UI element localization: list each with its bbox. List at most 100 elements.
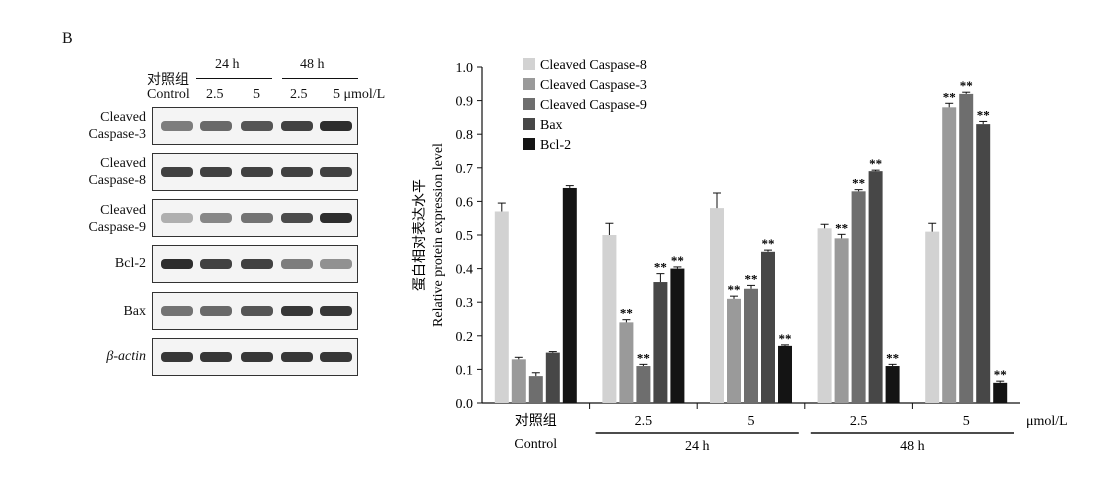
bar bbox=[602, 235, 617, 403]
blot-row-label: β-actin bbox=[106, 349, 146, 364]
blot-band bbox=[200, 259, 232, 269]
y-axis-label-en: Relative protein expression level bbox=[431, 143, 446, 327]
significance-mark: ** bbox=[779, 331, 792, 346]
x-category-label: 5 bbox=[748, 414, 755, 429]
significance-mark: ** bbox=[637, 350, 650, 365]
blot-row-label: Cleaved Caspase-3 bbox=[88, 110, 146, 142]
bar bbox=[761, 251, 775, 403]
legend-swatch bbox=[523, 78, 535, 90]
blot-band bbox=[320, 352, 352, 362]
bar bbox=[834, 238, 849, 403]
blot-strip-bax bbox=[152, 292, 358, 330]
blot-band bbox=[200, 167, 232, 177]
significance-mark: ** bbox=[654, 260, 667, 275]
blot-lane-dose: 5 bbox=[253, 87, 260, 102]
blot-row-label: Bcl-2 bbox=[114, 256, 146, 271]
blot-row-label: Bax bbox=[123, 304, 146, 319]
blot-band bbox=[241, 352, 273, 362]
bar bbox=[636, 366, 651, 403]
y-tick-label: 0.1 bbox=[456, 363, 474, 378]
blot-band bbox=[241, 306, 273, 316]
blot-band bbox=[320, 259, 352, 269]
significance-mark: ** bbox=[994, 367, 1007, 382]
blot-band bbox=[161, 167, 193, 177]
significance-mark: ** bbox=[620, 306, 633, 321]
bar bbox=[670, 268, 685, 403]
blot-strip-caspase-3 bbox=[152, 107, 358, 145]
bar bbox=[851, 191, 866, 403]
x-category-label: 5 bbox=[963, 414, 970, 429]
y-tick-label: 0.2 bbox=[456, 330, 474, 345]
x-group-label: 24 h bbox=[685, 439, 710, 454]
x-unit-label: μmol/L bbox=[1026, 414, 1068, 429]
blot-band bbox=[161, 306, 193, 316]
blot-lane-dose: 2.5 bbox=[206, 87, 224, 102]
blot-control-en: Control bbox=[147, 87, 190, 102]
legend-label: Bax bbox=[540, 118, 563, 133]
blot-band bbox=[281, 306, 313, 316]
bar bbox=[494, 211, 509, 403]
blot-header-48h: 48 h bbox=[300, 57, 325, 72]
blot-header-24h: 24 h bbox=[215, 57, 240, 72]
bar bbox=[993, 382, 1008, 403]
blot-band bbox=[281, 213, 313, 223]
significance-mark: ** bbox=[671, 253, 684, 268]
legend-swatch bbox=[523, 138, 535, 150]
blot-lane-dose: 2.5 bbox=[290, 87, 308, 102]
blot-band bbox=[200, 213, 232, 223]
bar bbox=[925, 231, 940, 403]
y-tick-label: 0.7 bbox=[456, 162, 474, 177]
western-blot-panel: 24 h 48 h 对照组 Control 2.5 5 2.5 5 μmol/L… bbox=[0, 0, 385, 480]
x-category-label: 对照组 bbox=[515, 413, 557, 429]
y-tick-label: 0.4 bbox=[456, 263, 474, 278]
significance-mark: ** bbox=[745, 271, 758, 286]
blot-row-label: Cleaved Caspase-8 bbox=[88, 156, 146, 188]
blot-strip-caspase-8 bbox=[152, 153, 358, 191]
bar-chart: 0.0 0.1 0.2 0.3 0.4 0.5 0.6 0.7 0.8 0.9 1.0 对照组 ** **… bbox=[412, 58, 1068, 454]
legend-label: Bcl-2 bbox=[540, 138, 571, 153]
significance-mark: ** bbox=[728, 282, 741, 297]
blot-header-48h-line bbox=[282, 78, 358, 79]
blot-control-cn: 对照组 bbox=[147, 73, 189, 88]
bar bbox=[653, 282, 668, 403]
bar bbox=[942, 107, 957, 403]
blot-band bbox=[241, 213, 273, 223]
y-tick-label: 1.0 bbox=[456, 61, 474, 76]
bar bbox=[744, 288, 758, 403]
x-category-sublabel: Control bbox=[514, 437, 557, 452]
legend-label: Cleaved Caspase-3 bbox=[540, 78, 647, 93]
blot-band bbox=[161, 352, 193, 362]
significance-mark: ** bbox=[762, 236, 775, 251]
bar bbox=[528, 376, 543, 403]
x-category-label: 2.5 bbox=[850, 414, 868, 429]
legend-swatch bbox=[523, 118, 535, 130]
blot-band bbox=[320, 306, 352, 316]
blot-band bbox=[161, 121, 193, 131]
significance-mark: ** bbox=[943, 89, 956, 104]
significance-mark: ** bbox=[869, 156, 882, 171]
significance-mark: ** bbox=[977, 107, 990, 122]
blot-band bbox=[241, 121, 273, 131]
significance-mark: ** bbox=[835, 220, 848, 235]
legend-swatch bbox=[523, 58, 535, 70]
bar bbox=[710, 208, 724, 403]
blot-band bbox=[320, 213, 352, 223]
blot-strip-beta-actin bbox=[152, 338, 358, 376]
legend-label: Cleaved Caspase-9 bbox=[540, 98, 647, 113]
bar bbox=[727, 298, 741, 403]
bar bbox=[511, 359, 526, 403]
blot-header-24h-line bbox=[196, 78, 272, 79]
blot-lane-dose: 5 μmol/L bbox=[333, 87, 386, 102]
blot-band bbox=[200, 352, 232, 362]
y-tick-label: 0.5 bbox=[456, 229, 474, 244]
significance-mark: ** bbox=[960, 78, 973, 93]
y-tick-label: 0.0 bbox=[456, 397, 474, 412]
bar bbox=[545, 352, 560, 403]
y-tick-label: 0.6 bbox=[456, 195, 474, 210]
blot-strip-bcl-2 bbox=[152, 245, 358, 283]
y-axis-label-cn: 蛋白相对表达水平 bbox=[412, 179, 428, 291]
blot-band bbox=[161, 259, 193, 269]
bar bbox=[868, 171, 883, 403]
significance-mark: ** bbox=[852, 176, 865, 191]
x-group-label: 48 h bbox=[900, 439, 925, 454]
